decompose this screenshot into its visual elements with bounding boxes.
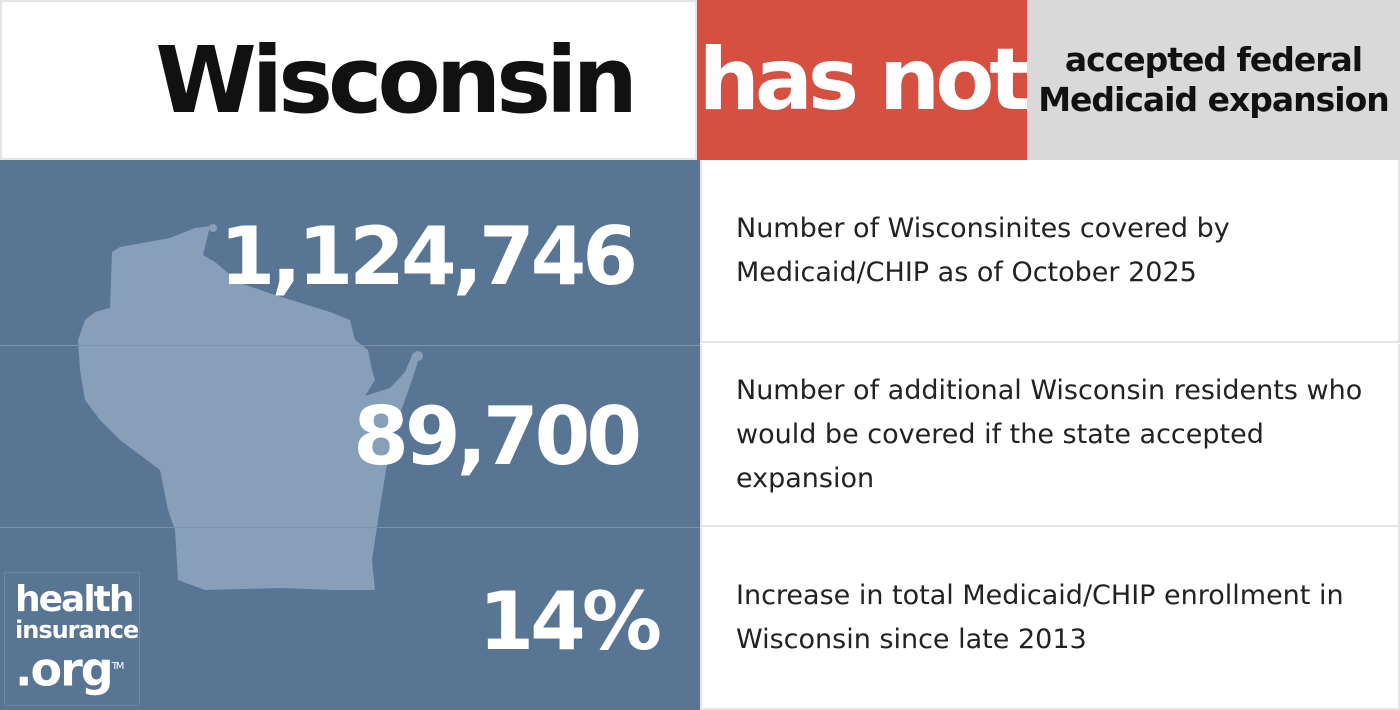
stat-description: Number of Wisconsinites covered by Medica… — [700, 160, 1400, 343]
desc-line: would be covered if the state accepted e… — [736, 418, 1264, 494]
state-name: Wisconsin — [0, 0, 697, 160]
desc-line: Increase in total Medicaid/CHIP enrollme… — [736, 579, 1344, 611]
wisconsin-map-icon — [78, 224, 423, 590]
desc-line: Wisconsin since late 2013 — [736, 623, 1087, 655]
logo-line-1: health — [15, 579, 135, 620]
divider — [0, 527, 700, 528]
desc-line: Number of additional Wisconsin residents… — [736, 374, 1363, 406]
logo-tm: TM — [111, 661, 125, 672]
status-line-1: accepted federal — [1064, 40, 1363, 79]
divider — [0, 345, 700, 346]
stat-value-increase: 14% — [478, 575, 662, 668]
logo-line-2: insurance — [15, 616, 139, 644]
stat-value-enrolled: 1,124,746 — [219, 210, 638, 303]
status-line-2: Medicaid expansion — [1038, 80, 1390, 119]
healthinsurance-logo: health insurance .orgTM — [4, 572, 140, 706]
expansion-status: has not — [697, 0, 1030, 160]
stats-panel: 1,124,746 89,700 14% health insurance .o… — [0, 160, 700, 710]
desc-line: Number of Wisconsinites covered by — [736, 212, 1230, 244]
desc-line: Medicaid/CHIP as of October 2025 — [736, 256, 1197, 288]
status-description: accepted federal Medicaid expansion — [1027, 0, 1400, 160]
stat-description: Increase in total Medicaid/CHIP enrollme… — [700, 527, 1400, 710]
logo-line-3: .org — [15, 642, 114, 697]
descriptions: Number of Wisconsinites covered by Medica… — [700, 160, 1400, 710]
stat-value-additional: 89,700 — [353, 390, 642, 483]
header: Wisconsin has not accepted federal Medic… — [0, 0, 1400, 160]
stat-description: Number of additional Wisconsin residents… — [700, 344, 1400, 527]
